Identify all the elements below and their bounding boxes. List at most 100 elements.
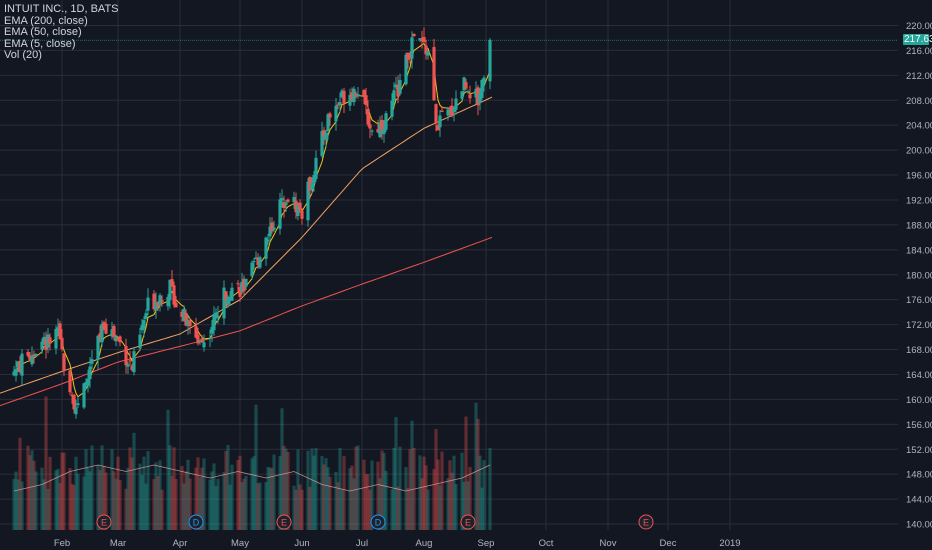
volume-bar — [180, 466, 184, 530]
candle-body — [336, 104, 340, 106]
candle-body — [438, 115, 442, 128]
volume-bar — [468, 466, 472, 530]
volume-bar — [284, 448, 288, 530]
volume-bar — [306, 450, 310, 530]
volume-bar — [252, 456, 256, 530]
candle-body — [46, 334, 50, 348]
y-tick-label: 144.00 — [906, 495, 932, 506]
volume-bar — [44, 396, 48, 530]
y-tick-label: 176.00 — [906, 295, 932, 306]
ema-200-line — [0, 236, 493, 407]
volume-bar — [142, 456, 146, 530]
candle-body — [322, 130, 326, 137]
candle-body — [362, 90, 366, 97]
volume-bar — [96, 465, 100, 530]
volume-bar — [396, 486, 400, 530]
legend-ema50[interactable]: EMA (50, close) — [4, 26, 82, 38]
candle-body — [104, 323, 108, 334]
candle-body — [328, 113, 332, 118]
candle-body — [118, 336, 122, 343]
x-tick-label: Feb — [54, 538, 70, 549]
volume-bar — [352, 478, 356, 530]
volume-bar — [476, 418, 480, 530]
volume-bar — [186, 459, 190, 530]
legend-ema5[interactable]: EMA (5, close) — [4, 37, 76, 50]
svg-text:E: E — [643, 518, 649, 528]
candle-body — [382, 129, 386, 135]
candle-body — [14, 369, 18, 376]
svg-text:E: E — [101, 518, 107, 528]
candle-body — [88, 366, 92, 380]
volume-bar — [432, 469, 436, 530]
candle-body — [392, 90, 396, 101]
candle-body — [110, 329, 114, 337]
volume-bar — [138, 463, 142, 530]
volume-bar — [126, 467, 130, 530]
volume-bar — [272, 454, 276, 530]
ema-200-path — [0, 236, 493, 407]
volume-bar — [448, 460, 452, 530]
event-marker-E[interactable]: E — [638, 514, 654, 530]
volume-bar — [84, 449, 88, 530]
volume-bar — [72, 485, 76, 530]
candle-body — [140, 325, 144, 331]
x-tick-label: Jul — [356, 538, 368, 549]
candle-body — [378, 122, 382, 138]
candle-body — [364, 95, 368, 106]
candle-body — [42, 336, 46, 343]
legend-ema200[interactable]: EMA (200, close) — [4, 14, 88, 27]
volume-bar — [406, 487, 410, 530]
candle-body — [40, 341, 44, 350]
candle-body — [196, 334, 200, 344]
volume-bar — [114, 478, 118, 530]
y-tick-label: 204.00 — [906, 121, 932, 132]
candle-body — [226, 297, 230, 305]
candle-body — [270, 222, 274, 232]
volume-bar — [348, 468, 352, 530]
candle-body — [342, 90, 346, 104]
price-axis[interactable]: 140.00 144.00 148.00 152.00 156.00 160.00 164.… — [906, 21, 932, 531]
candle-body — [460, 91, 464, 99]
volume-bar — [16, 479, 20, 530]
volume-bar — [40, 467, 44, 530]
volume-bar — [88, 471, 92, 530]
legend-volume[interactable]: Vol (20) — [4, 49, 42, 61]
candle-body — [72, 394, 76, 410]
candle-body — [128, 360, 132, 362]
candle-body — [44, 339, 48, 351]
volume-bar — [466, 481, 470, 530]
candle-body — [230, 287, 234, 301]
volume-bar — [266, 467, 270, 530]
volume-bar — [376, 461, 380, 530]
volume-bar — [488, 448, 492, 530]
event-marker-E[interactable]: E — [460, 514, 476, 530]
volume-bar — [256, 483, 260, 530]
candle-body — [68, 370, 72, 393]
volume-bar — [90, 445, 94, 530]
grid-lines — [0, 0, 898, 530]
volume-bar — [270, 468, 274, 530]
volume-bar — [464, 416, 468, 530]
candle-body — [454, 98, 458, 110]
candle-body — [12, 371, 16, 376]
event-marker-E[interactable]: E — [276, 514, 292, 530]
volume-bar — [34, 471, 38, 530]
volume-bar — [312, 455, 316, 530]
volume-bar — [424, 465, 428, 530]
event-marker-D[interactable]: D — [188, 514, 204, 530]
volume-ma-path — [13, 464, 491, 492]
time-axis[interactable]: Feb Mar Apr May Jun Jul Aug Sep Oct Nov Dec 2019 — [54, 538, 741, 549]
volume-bar — [132, 432, 136, 530]
candle-body — [376, 129, 380, 133]
volume-bar — [116, 456, 120, 530]
candle-body — [28, 355, 32, 361]
legend-symbol[interactable]: INTUIT INC., 1D, BATS — [4, 3, 119, 15]
event-marker-E[interactable]: E — [96, 514, 112, 530]
y-tick-label: 188.00 — [906, 220, 932, 231]
volume-bar — [76, 473, 80, 530]
candle-body — [62, 353, 66, 371]
event-marker-D[interactable]: D — [370, 514, 386, 530]
volume-bar — [264, 482, 268, 530]
